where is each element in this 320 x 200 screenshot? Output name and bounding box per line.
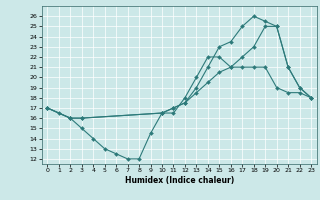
X-axis label: Humidex (Indice chaleur): Humidex (Indice chaleur) (124, 176, 234, 185)
